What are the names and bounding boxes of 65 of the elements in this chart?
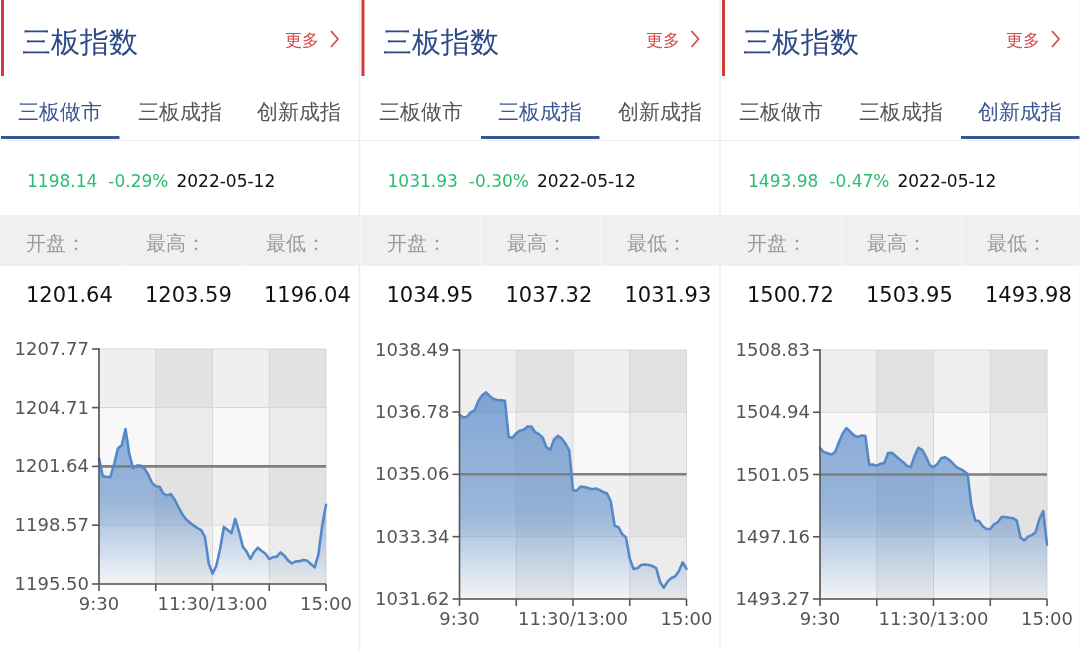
x-tick-label: 11:30/13:00: [518, 608, 628, 629]
text: 2022-05-12: [897, 171, 997, 191]
text: 最高：: [506, 231, 567, 255]
y-tick-label: 1038.49: [375, 339, 450, 360]
x-tick-label: 15:00: [300, 593, 352, 614]
y-tick-label: 1504.94: [735, 401, 810, 423]
text: 最高：: [867, 231, 927, 255]
y-tick-label: 1033.34: [375, 525, 450, 547]
y-tick-label: 1036.78: [375, 400, 450, 422]
text: 三板成指: [137, 100, 222, 124]
chart-title: 三板指数: [743, 25, 859, 59]
y-tick-label: 1031.62: [375, 588, 450, 609]
y-tick-label: 1195.50: [14, 573, 89, 594]
text: 1034.95: [386, 283, 474, 307]
text: 更多: [645, 30, 680, 50]
x-tick-label: 15:00: [1021, 608, 1073, 629]
y-tick-label: 1204.71: [14, 396, 89, 418]
x-tick-label: 9:30: [439, 608, 480, 629]
x-tick-label: 11:30/13:00: [157, 593, 268, 614]
text: 三板做市: [378, 100, 463, 124]
y-tick-label: 1198.57: [14, 514, 89, 536]
text: -0.29%: [108, 171, 169, 191]
x-tick-label: 9:30: [78, 593, 120, 614]
text: 三板成指: [858, 100, 943, 124]
text: 2022-05-12: [176, 171, 276, 191]
text: 最低：: [987, 231, 1047, 255]
y-tick-label: 1201.64: [14, 455, 89, 477]
y-tick-label: 1035.06: [375, 463, 450, 485]
y-tick-label: 1207.77: [14, 338, 89, 359]
text: 1493.98: [985, 283, 1072, 307]
text: -0.47%: [829, 171, 890, 191]
text: 更多: [1006, 30, 1040, 50]
text: -0.30%: [468, 171, 529, 191]
text: 1503.95: [866, 283, 953, 307]
y-tick-label: 1501.05: [735, 463, 810, 485]
text: 最低：: [626, 231, 687, 255]
chart-title: 三板指数: [382, 25, 499, 59]
text: 开盘：: [26, 231, 86, 255]
text: 三板做市: [739, 100, 823, 124]
text: 开盘：: [747, 231, 807, 255]
x-tick-label: 15:00: [660, 608, 713, 629]
text: 创新成指: [978, 100, 1062, 124]
text: 1031.93: [387, 171, 458, 191]
y-tick-label: 1497.16: [735, 525, 810, 547]
text: 1493.98: [748, 171, 819, 191]
text: 三板做市: [18, 100, 102, 124]
text: 最低：: [266, 231, 326, 255]
y-tick-label: 1508.83: [735, 339, 810, 360]
text: 1203.59: [145, 283, 232, 307]
chart-title: 三板指数: [22, 25, 138, 59]
text: 1500.72: [747, 283, 834, 307]
text: 1196.04: [264, 283, 351, 307]
y-tick-label: 1493.27: [735, 588, 810, 609]
text: 1031.93: [624, 283, 712, 307]
text: 1037.32: [505, 283, 593, 307]
text: 创新成指: [617, 100, 702, 124]
x-tick-label: 11:30/13:00: [878, 608, 989, 629]
text: 开盘：: [386, 231, 447, 255]
text: 最高：: [146, 231, 206, 255]
text: 2022-05-12: [536, 171, 636, 191]
text: 1198.14: [27, 171, 98, 191]
text: 创新成指: [257, 100, 341, 124]
text: 三板成指: [498, 100, 582, 124]
text: 更多: [285, 30, 319, 50]
x-tick-label: 9:30: [799, 608, 841, 629]
